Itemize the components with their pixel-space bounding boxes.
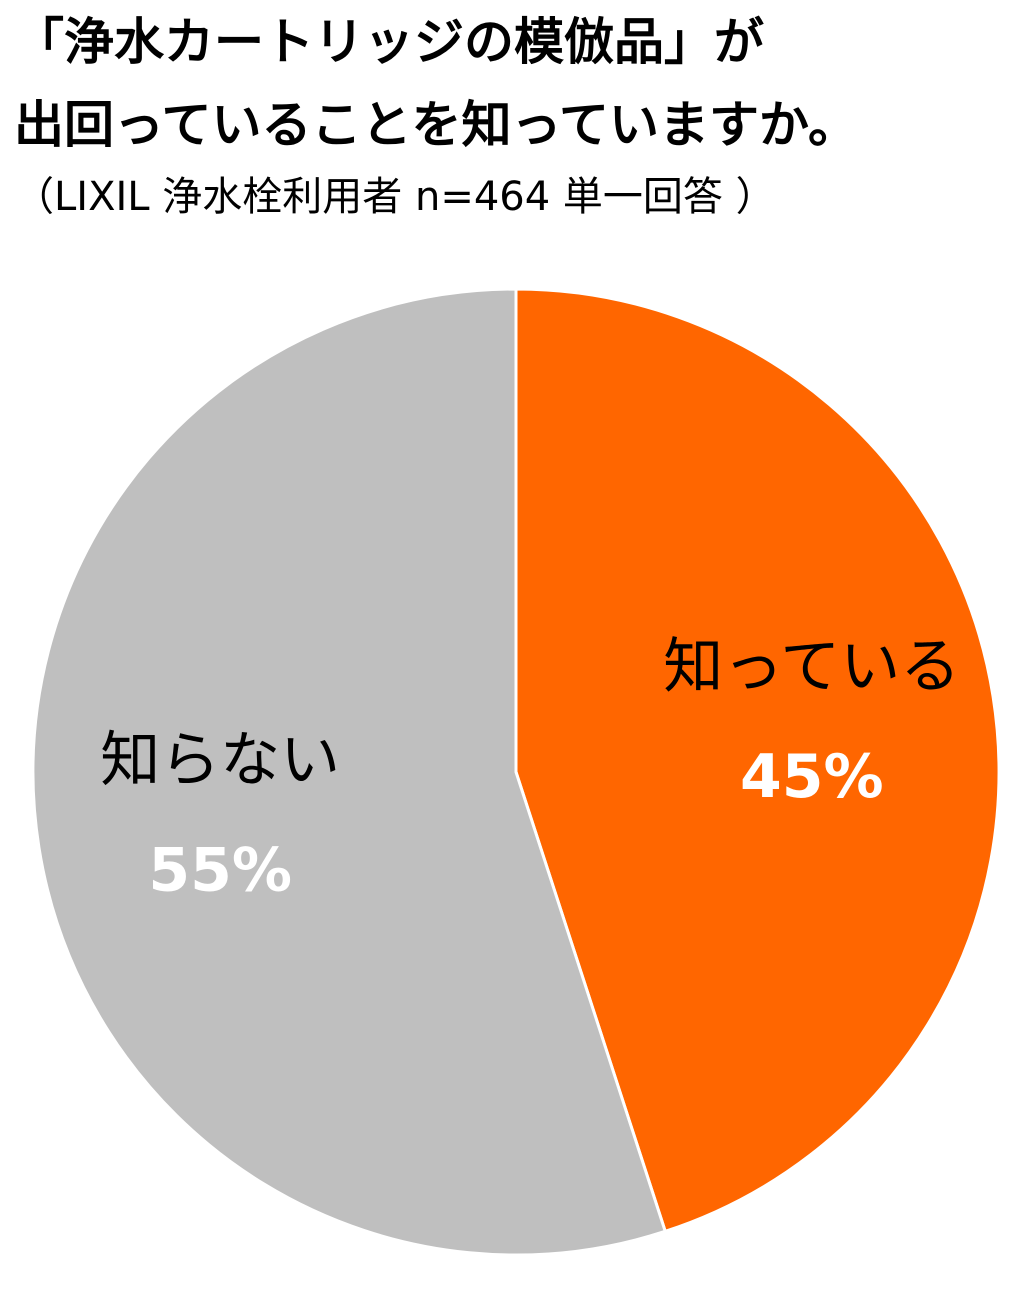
pie-slice-1 (31, 287, 668, 1257)
pie-labels: 知っている 45% 知らない 55% (100, 632, 960, 906)
chart-title-line-2: 出回っていることを知っていますか。 (14, 96, 858, 154)
chart-subtitle: （LIXIL 浄水栓利用者 n=464 単一回答 ） (14, 174, 776, 220)
pie-slice-label-0: 知っている (663, 632, 960, 702)
pie-slice-0 (514, 287, 1001, 1234)
pie-slice-value-0: 45% (740, 742, 884, 812)
pie-slices (31, 287, 1001, 1257)
chart-title-line-1: 「浄水カートリッジの模倣品」が (14, 13, 764, 71)
pie-slice-value-1: 55% (148, 835, 292, 905)
pie-slice-label-1: 知らない (100, 725, 340, 795)
